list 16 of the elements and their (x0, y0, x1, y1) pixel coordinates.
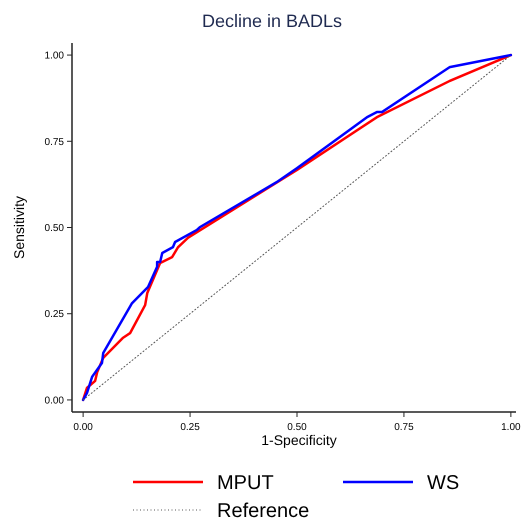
y-tick-label: 0.25 (44, 309, 64, 320)
x-tick-label: 0.25 (180, 422, 200, 433)
y-tick-label: 0.75 (44, 136, 64, 148)
legend-label: Reference (217, 500, 310, 520)
chart-title: Decline in BADLs (202, 11, 342, 31)
legend-label: MPUT (217, 472, 274, 494)
x-tick-label: 0.00 (73, 422, 94, 433)
x-tick-label: 1.00 (501, 422, 522, 433)
y-tick-label: 0.00 (44, 395, 64, 406)
y-tick-label: 0.50 (44, 223, 64, 234)
x-tick-label: 0.50 (287, 422, 308, 433)
x-axis-title: 1-Specificity (261, 432, 337, 448)
x-tick-label: 0.75 (394, 422, 414, 433)
legend-label: WS (427, 472, 460, 494)
y-axis-title: Sensitivity (11, 196, 27, 260)
y-tick-label: 1.00 (44, 50, 64, 62)
